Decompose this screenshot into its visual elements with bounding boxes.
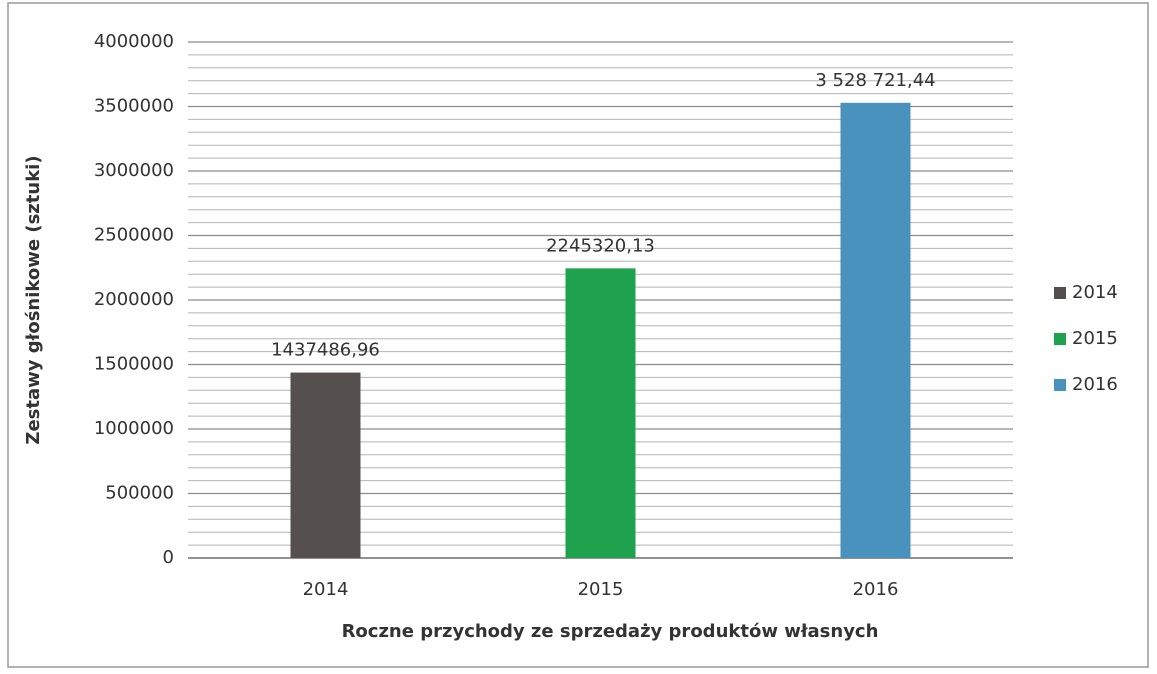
legend-swatch [1054,333,1066,345]
x-axis-title: Roczne przychody ze sprzedaży produktów … [342,621,879,642]
legend-label: 2015 [1072,328,1118,349]
y-tick-label: 2500000 [94,225,174,246]
y-tick-label: 3000000 [94,160,174,181]
y-tick-label: 1000000 [94,418,174,439]
bar [840,102,911,559]
y-tick-label: 500000 [105,483,174,504]
y-tick-label: 3500000 [94,96,174,117]
data-label: 2245320,13 [546,235,655,256]
y-axis-title: Zestawy głośnikowe (sztuki) [23,155,44,444]
bar [290,372,361,558]
x-tick-label: 2015 [578,579,624,600]
x-tick-label: 2016 [853,579,899,600]
legend-swatch [1054,287,1066,299]
legend-label: 2014 [1072,282,1118,303]
legend-swatch [1054,379,1066,391]
legend-label: 2016 [1072,374,1118,395]
x-tick-label: 2014 [303,579,349,600]
y-tick-label: 0 [163,547,174,568]
data-label: 1437486,96 [271,340,380,361]
y-tick-label: 4000000 [94,31,174,52]
y-tick-label: 2000000 [94,289,174,310]
y-tick-label: 1500000 [94,354,174,375]
data-label: 3 528 721,44 [815,70,935,91]
bar [565,268,636,558]
